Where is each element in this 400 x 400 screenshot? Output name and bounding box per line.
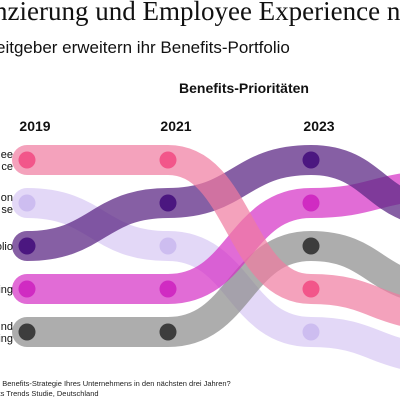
series-label: ee bbox=[1, 149, 13, 161]
series-band bbox=[12, 144, 400, 326]
footnote-source: rts Trends Studie, Deutschland bbox=[0, 389, 99, 398]
series-marker bbox=[18, 194, 36, 212]
series-band bbox=[12, 230, 400, 348]
series-marker bbox=[18, 280, 36, 298]
series-marker bbox=[302, 280, 320, 298]
series-bands bbox=[12, 144, 400, 369]
series-markers bbox=[18, 151, 320, 341]
series-label: olio bbox=[0, 241, 13, 253]
chart-title: Benefits-Prioritäten bbox=[179, 80, 309, 96]
series-label: on bbox=[1, 192, 13, 204]
series-marker bbox=[159, 237, 177, 255]
series-marker bbox=[18, 323, 36, 341]
series-band bbox=[12, 144, 400, 261]
year-label: 2019 bbox=[19, 118, 50, 134]
year-axis: 2019 2021 2023 bbox=[19, 118, 334, 134]
series-marker bbox=[302, 237, 320, 255]
series-labels: eeceonseolioingnding bbox=[0, 149, 13, 345]
series-marker bbox=[302, 151, 320, 169]
series-label: nd bbox=[1, 321, 13, 333]
series-marker bbox=[159, 323, 177, 341]
page-title: nzierung und Employee Experience n bbox=[0, 0, 400, 26]
series-label: se bbox=[1, 204, 13, 216]
series-marker bbox=[302, 194, 320, 212]
page-subtitle: eitgeber erweitern ihr Benefits-Portfoli… bbox=[0, 38, 290, 57]
series-label: ing bbox=[0, 333, 13, 345]
year-label: 2021 bbox=[160, 118, 191, 134]
series-marker bbox=[159, 194, 177, 212]
series-marker bbox=[159, 280, 177, 298]
year-label: 2023 bbox=[303, 118, 334, 134]
series-marker bbox=[302, 323, 320, 341]
series-marker bbox=[18, 151, 36, 169]
series-label: ing bbox=[0, 284, 13, 296]
series-label: ce bbox=[1, 161, 13, 173]
series-marker bbox=[18, 237, 36, 255]
series-marker bbox=[159, 151, 177, 169]
footnote-question: e Benefits-Strategie Ihres Unternehmens … bbox=[0, 379, 231, 388]
footnote: e Benefits-Strategie Ihres Unternehmens … bbox=[0, 379, 231, 399]
